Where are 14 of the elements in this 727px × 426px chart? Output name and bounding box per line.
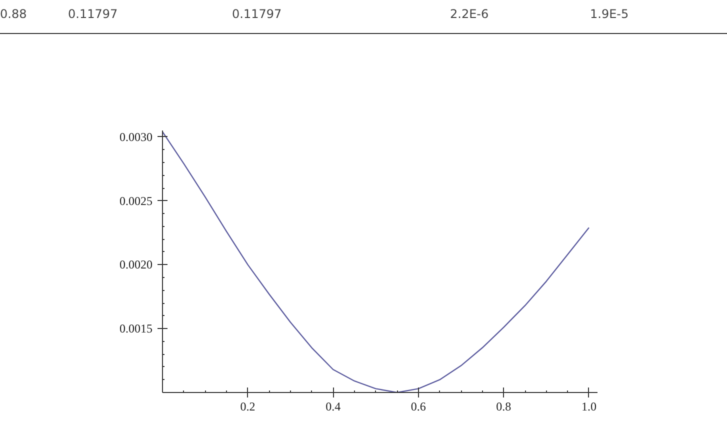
x-tick-label: 0.4 xyxy=(326,400,341,414)
x-tick-label: 1.0 xyxy=(581,400,596,414)
text: 0.88 xyxy=(0,6,27,23)
x-tick-label: 0.2 xyxy=(240,400,256,414)
y-tick-label: 0.0015 xyxy=(120,322,152,336)
text: 0.11797 xyxy=(232,6,282,23)
y-tick-label: 0.0025 xyxy=(120,194,152,208)
x-tick-label: 0.8 xyxy=(496,400,512,414)
text: 1.9E-5 xyxy=(590,6,629,23)
y-tick-label: 0.0030 xyxy=(120,130,152,144)
x-tick-label: 0.6 xyxy=(410,400,426,414)
text: 2.2E-6 xyxy=(450,6,489,23)
y-tick-label: 0.0020 xyxy=(120,258,152,272)
text: 0.11797 xyxy=(68,6,118,23)
